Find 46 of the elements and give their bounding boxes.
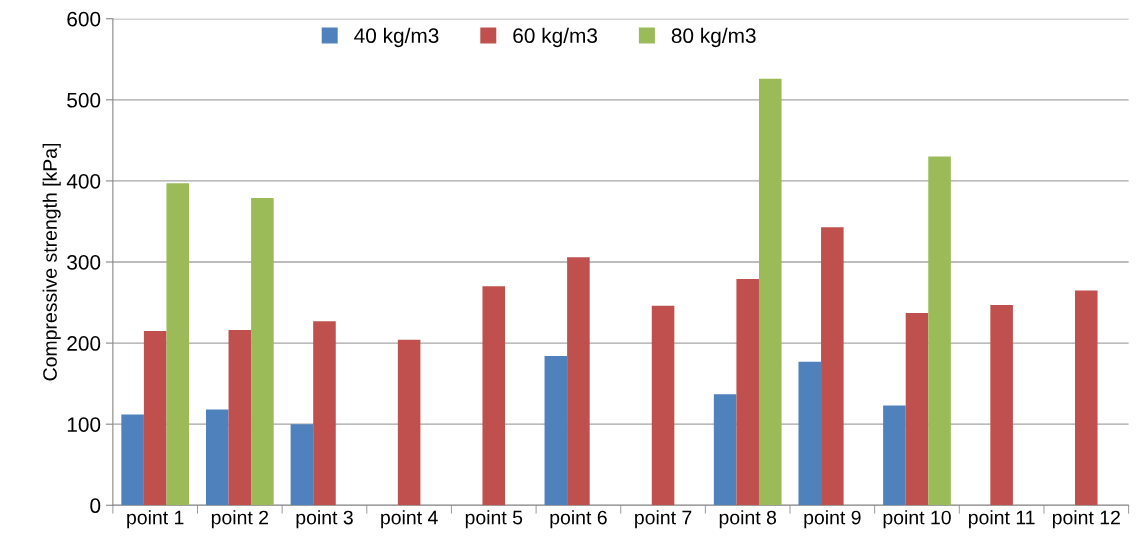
bar	[251, 197, 274, 506]
bar	[397, 339, 421, 506]
bar	[928, 156, 951, 506]
bar	[544, 356, 568, 506]
bar	[905, 313, 929, 506]
x-tick-label: point 5	[465, 510, 523, 529]
y-tick-label: 0	[90, 498, 101, 514]
y-tick-label: 100	[67, 417, 101, 432]
bar	[166, 183, 190, 506]
bar	[736, 279, 759, 506]
bar	[651, 305, 675, 506]
bar	[205, 409, 229, 506]
bar	[758, 78, 782, 506]
x-tick-label: point 2	[211, 510, 269, 529]
bar	[482, 286, 506, 506]
bar	[313, 321, 336, 506]
bar	[567, 257, 590, 506]
legend-label: 60 kg/m3	[513, 27, 598, 48]
bar	[290, 424, 314, 506]
bar	[990, 304, 1013, 506]
bar	[883, 405, 906, 506]
x-tick-label: point 12	[1052, 510, 1120, 529]
x-tick-label: point 11	[969, 510, 1035, 529]
y-axis-title: Compressive strength [kPa]	[42, 143, 61, 381]
bar	[821, 227, 844, 506]
x-tick-label: point 7	[635, 510, 692, 529]
x-tick-label: point 3	[296, 510, 353, 529]
bar	[143, 330, 167, 506]
y-tick-label: 400	[66, 173, 101, 189]
x-tick-label: point 1	[127, 510, 184, 529]
x-tick-label: point 4	[381, 510, 438, 529]
y-tick-label: 500	[67, 92, 101, 108]
y-tick-label: 600	[67, 11, 101, 27]
y-tick-label: 200	[67, 336, 101, 351]
x-tick-label: point 8	[719, 510, 777, 529]
bar	[228, 330, 252, 506]
bar	[121, 414, 144, 506]
bar	[1074, 290, 1098, 506]
bar	[798, 361, 822, 506]
y-tick-label: 300	[67, 255, 101, 270]
x-tick-label: point 6	[550, 510, 607, 529]
legend-label: 40 kg/m3	[354, 27, 439, 48]
bar	[713, 394, 737, 506]
legend-label: 80 kg/m3	[671, 27, 756, 48]
x-tick-label: point 9	[804, 510, 861, 529]
x-tick-label: point 10	[883, 510, 951, 529]
